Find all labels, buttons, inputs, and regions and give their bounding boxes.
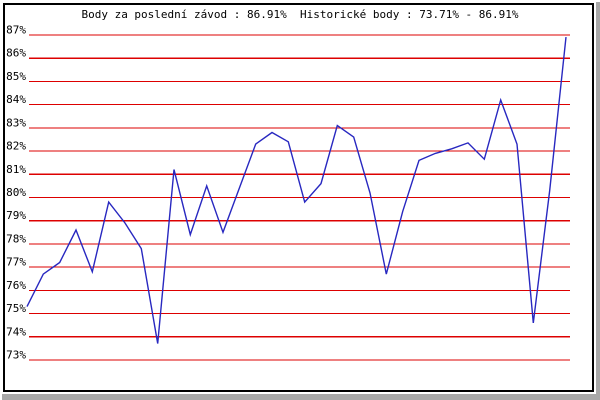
- y-axis-tick-label: 76%: [6, 279, 26, 292]
- y-axis-tick-label: 82%: [6, 140, 26, 153]
- y-axis-tick-label: 81%: [6, 163, 26, 176]
- y-axis-tick-label: 84%: [6, 93, 26, 106]
- y-axis-tick-label: 74%: [6, 325, 26, 338]
- y-axis-tick-label: 85%: [6, 70, 26, 83]
- y-axis-tick-label: 78%: [6, 232, 26, 245]
- y-axis-tick-label: 80%: [6, 186, 26, 199]
- window-bevel-shadow-right: [596, 2, 600, 400]
- data-line: [26, 37, 567, 344]
- y-axis-tick-label: 77%: [6, 256, 26, 269]
- y-axis-tick-label: 83%: [6, 116, 26, 129]
- y-axis-tick-label: 73%: [6, 349, 26, 362]
- chart-title: Body za poslední závod : 86.91% Historic…: [81, 8, 519, 21]
- window-bevel-shadow-bottom: [2, 394, 600, 400]
- y-axis-tick-label: 75%: [6, 302, 26, 315]
- y-axis-tick-label: 87%: [6, 24, 26, 37]
- y-axis-tick-label: 86%: [6, 47, 26, 60]
- y-axis-tick-label: 79%: [6, 209, 26, 222]
